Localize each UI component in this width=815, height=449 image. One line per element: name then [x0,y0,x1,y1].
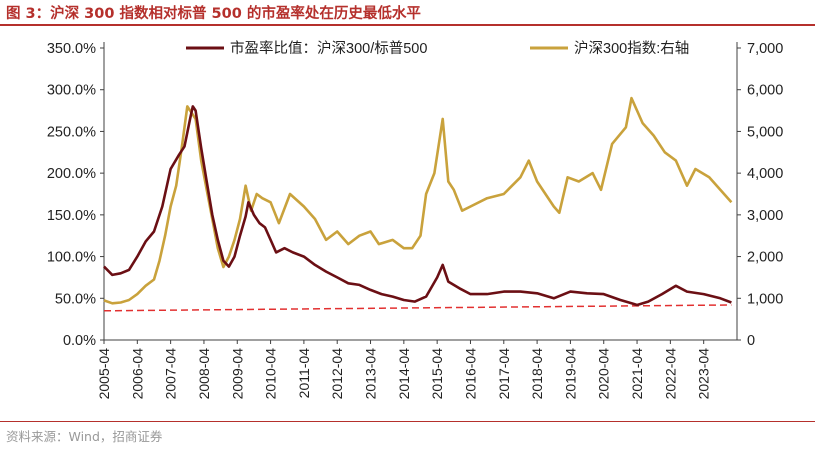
x-tick-label: 2009-04 [229,348,245,400]
chart-axes: 0.0% 50.0% 100.0% 150.0% 200.0% 250.0% 300.0% 3… [47,41,783,399]
legend-item-pe-ratio-label: 市盈率比值：沪深300/标普500 [230,40,427,57]
right-y-tick-label: 6,000 [747,83,783,99]
x-tick-label: 2012-04 [329,348,345,400]
x-tick-label: 2018-04 [529,348,545,400]
left-y-tick-label: 300.0% [47,83,96,99]
right-y-tick-label: 5,000 [747,124,783,140]
x-tick-label: 2021-04 [629,348,645,400]
x-tick-label: 2006-04 [129,348,145,400]
x-tick-label: 2017-04 [496,348,512,400]
x-tick-label: 2013-04 [363,348,379,400]
x-tick-label: 2007-04 [163,348,179,400]
title-divider [0,24,815,26]
left-y-tick-label: 350.0% [47,41,96,57]
x-tick-label: 2014-04 [396,348,412,400]
right-y-tick-label: 0 [747,333,755,349]
x-tick-label: 2011-04 [296,348,312,399]
csi300-index-series-line [103,96,733,305]
pe-ratio-series-line [103,105,732,307]
chart-legend: 市盈率比值：沪深300/标普500 沪深300指数:右轴 [186,40,689,57]
trend-line-segment [103,304,732,312]
footer-divider [0,421,815,422]
left-y-tick-label: 200.0% [47,166,96,182]
right-y-tick-label: 2,000 [747,250,783,266]
x-tick-label: 2016-04 [462,348,478,400]
x-tick-label: 2020-04 [596,348,612,400]
x-tick-label: 2005-04 [96,348,112,400]
x-tick-label: 2019-04 [562,348,578,400]
x-tick-label: 2015-04 [429,348,445,400]
x-tick-label: 2008-04 [196,348,212,400]
right-y-tick-label: 1,000 [747,291,783,307]
left-y-tick-label: 250.0% [47,124,96,140]
left-y-tick-label: 150.0% [47,208,96,224]
reference-trend-line [103,304,732,312]
source-note: 资料来源：Wind，招商证券 [6,429,163,444]
series-lines [103,96,733,307]
legend-item-csi300-label: 沪深300指数:右轴 [574,40,689,57]
x-tick-label: 2023-04 [696,348,712,400]
right-y-tick-label: 7,000 [747,41,783,57]
left-y-tick-label: 0.0% [63,333,96,349]
figure-title: 图 3：沪深 300 指数相对标普 500 的市盈率处在历史最低水平 [6,6,421,22]
x-tick-label: 2010-04 [263,348,279,400]
x-tick-label: 2022-04 [662,348,678,400]
right-y-tick-label: 3,000 [747,208,783,224]
left-y-tick-label: 50.0% [55,291,96,307]
left-y-tick-label: 100.0% [47,250,96,266]
right-y-tick-label: 4,000 [747,166,783,182]
chart-canvas: 0.0% 50.0% 100.0% 150.0% 200.0% 250.0% 300.0% 3… [47,40,783,399]
